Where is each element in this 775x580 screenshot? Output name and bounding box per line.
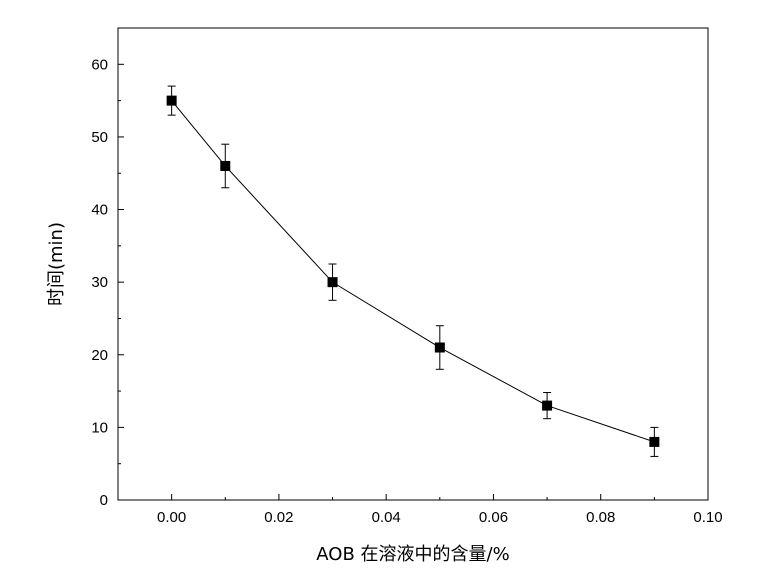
x-tick-label: 0.06 xyxy=(479,509,508,526)
x-axis-title: AOB 在溶液中的含量/% xyxy=(316,544,509,565)
plot-frame xyxy=(117,27,709,501)
y-tick-label: 60 xyxy=(91,56,108,73)
x-tick-label: 0.10 xyxy=(693,509,722,526)
x-tick-label: 0.08 xyxy=(586,509,615,526)
y-tick-label: 10 xyxy=(91,419,108,436)
data-point xyxy=(649,436,660,447)
x-tick-label: 0.02 xyxy=(264,509,293,526)
data-point xyxy=(220,160,231,171)
y-axis-ticks: 0 10 20 30 40 50 60 xyxy=(91,56,124,509)
y-tick-label: 50 xyxy=(91,129,108,146)
data-series xyxy=(166,85,660,457)
data-point xyxy=(166,95,177,106)
data-point xyxy=(327,277,338,288)
y-tick-label: 40 xyxy=(91,202,108,219)
data-point xyxy=(434,342,445,353)
y-tick-label: 0 xyxy=(100,492,108,509)
series-line xyxy=(171,100,655,443)
x-tick-label: 0.04 xyxy=(372,509,401,526)
data-point xyxy=(542,400,553,411)
x-tick-label: 0.00 xyxy=(157,509,186,526)
y-tick-label: 20 xyxy=(91,347,108,364)
x-axis-ticks: 0.00 0.02 0.04 0.06 0.08 0.10 xyxy=(157,494,723,526)
y-axis-title: 时间(min) xyxy=(46,222,67,306)
y-tick-label: 30 xyxy=(91,274,108,291)
